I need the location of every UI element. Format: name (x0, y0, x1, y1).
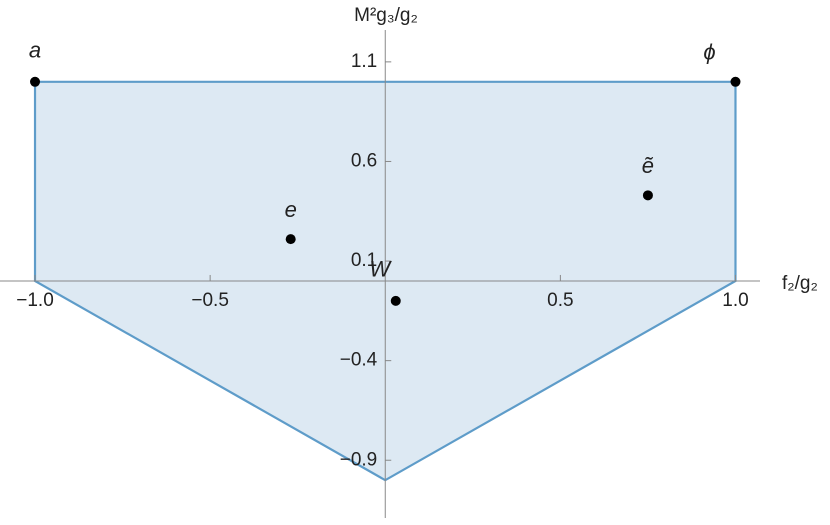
point-label: e (285, 197, 297, 222)
y-tick-label: −0.4 (340, 350, 378, 371)
point (730, 76, 741, 87)
x-tick-label: −0.5 (191, 290, 229, 311)
point (390, 295, 401, 306)
point-label: W (369, 257, 392, 282)
x-tick-label: −1.0 (16, 290, 54, 311)
x-tick-label: 1.0 (722, 290, 748, 311)
point-label: a (29, 38, 41, 63)
point-label: ϕ (703, 40, 715, 65)
point (642, 190, 653, 201)
point (285, 234, 296, 245)
y-tick-label: 0.1 (351, 250, 377, 271)
point (30, 76, 41, 87)
x-tick-label: 0.5 (547, 290, 573, 311)
y-tick-label: −0.9 (340, 449, 378, 470)
point-label: ẽ (642, 153, 654, 178)
x-axis-label: f₂/g₂ (782, 273, 818, 294)
y-axis-label: M²g₃/g₂ (354, 5, 418, 26)
y-tick-label: 1.1 (351, 51, 377, 72)
y-tick-label: 0.6 (351, 150, 377, 171)
